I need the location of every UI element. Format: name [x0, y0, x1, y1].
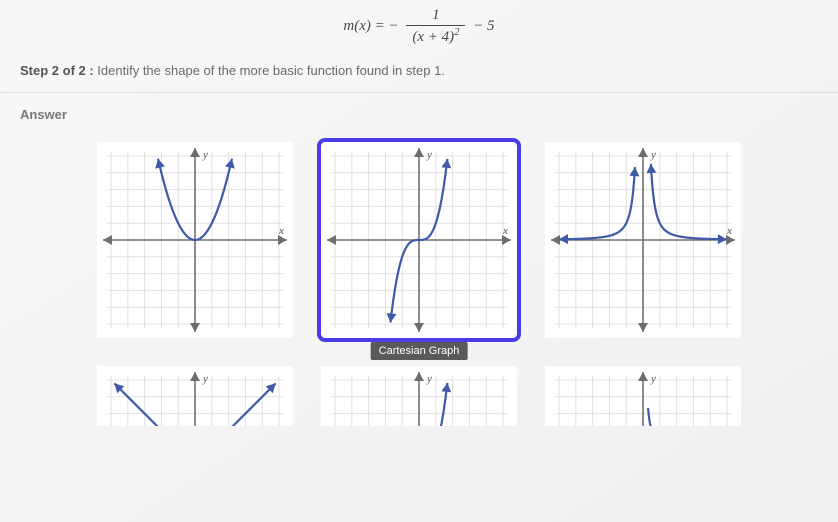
svg-text:y: y — [426, 149, 432, 161]
graph-option-cubic2[interactable]: yx — [321, 366, 517, 426]
step-label: Step 2 of 2 : — [20, 63, 94, 78]
svg-text:y: y — [202, 149, 208, 161]
step-text: Identify the shape of the more basic fun… — [94, 63, 445, 78]
svg-text:x: x — [278, 225, 284, 237]
svg-text:x: x — [726, 225, 732, 237]
svg-text:x: x — [502, 225, 508, 237]
svg-text:y: y — [202, 373, 208, 385]
eq-neg: − — [389, 18, 399, 34]
eq-sign: = — [375, 18, 385, 34]
eq-lhs: m(x) — [343, 18, 370, 34]
eq-fraction: 1 (x + 4)2 — [406, 8, 465, 45]
graph-option-inv_sq[interactable]: yx — [545, 142, 741, 338]
eq-trailing: − 5 — [473, 18, 494, 34]
svg-text:y: y — [650, 373, 656, 385]
eq-numerator: 1 — [406, 8, 465, 26]
graph-option-parabola[interactable]: yx — [97, 142, 293, 338]
eq-denominator: (x + 4)2 — [406, 26, 465, 45]
graph-tooltip: Cartesian Graph — [371, 342, 468, 360]
step-instruction: Step 2 of 2 : Identify the shape of the … — [0, 57, 838, 93]
svg-text:y: y — [650, 149, 656, 161]
graph-option-hyper[interactable]: yx — [545, 366, 741, 426]
svg-text:y: y — [426, 373, 432, 385]
graph-option-abs[interactable]: yx — [97, 366, 293, 426]
function-equation: m(x) = − 1 (x + 4)2 − 5 — [0, 0, 838, 57]
graph-options-row: yxyxCartesian Graphyx — [0, 132, 838, 338]
graph-option-cubic[interactable]: yxCartesian Graph — [321, 142, 517, 338]
answer-heading: Answer — [0, 93, 838, 132]
